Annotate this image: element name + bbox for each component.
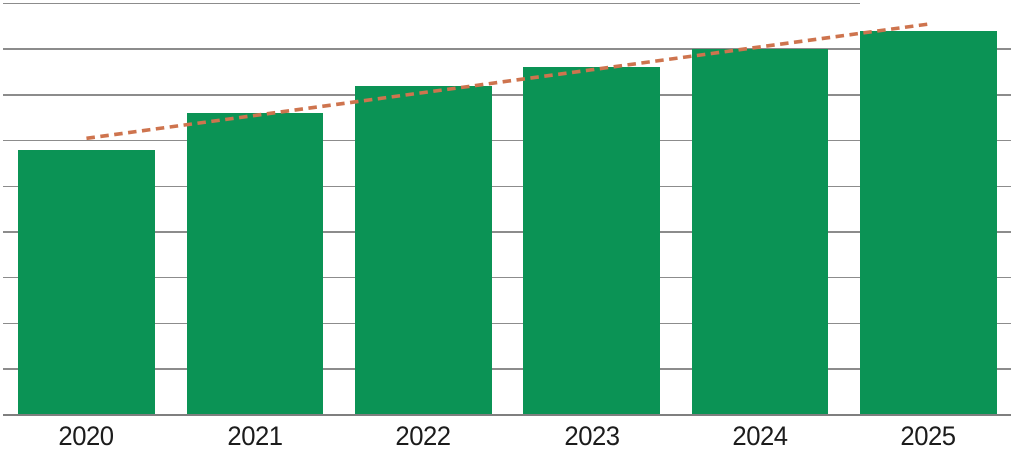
bar-2020 — [18, 149, 155, 416]
bar-2025 — [860, 30, 997, 416]
x-axis-label-2022: 2022 — [395, 421, 452, 451]
gridline — [3, 231, 1011, 233]
gridline — [3, 94, 1011, 96]
gridline — [3, 139, 1011, 142]
x-axis-label-2020: 2020 — [58, 421, 115, 451]
gridline — [3, 276, 1011, 279]
x-axis-label-2024: 2024 — [732, 421, 788, 451]
gridline — [3, 368, 1011, 370]
bar-2024 — [691, 49, 829, 416]
gridline — [3, 185, 1011, 188]
gridline — [3, 48, 1011, 50]
trend-polyline — [86, 22, 929, 141]
x-axis-label-2025: 2025 — [900, 421, 957, 451]
bar-2022 — [355, 85, 492, 416]
x-axis-line — [3, 413, 1011, 416]
x-axis-label-2021: 2021 — [227, 421, 283, 451]
bar-2021 — [186, 113, 324, 416]
bar-2023 — [523, 67, 660, 416]
gridline — [3, 322, 1011, 325]
gridline — [3, 2, 861, 5]
x-axis-label-2023: 2023 — [564, 421, 620, 451]
